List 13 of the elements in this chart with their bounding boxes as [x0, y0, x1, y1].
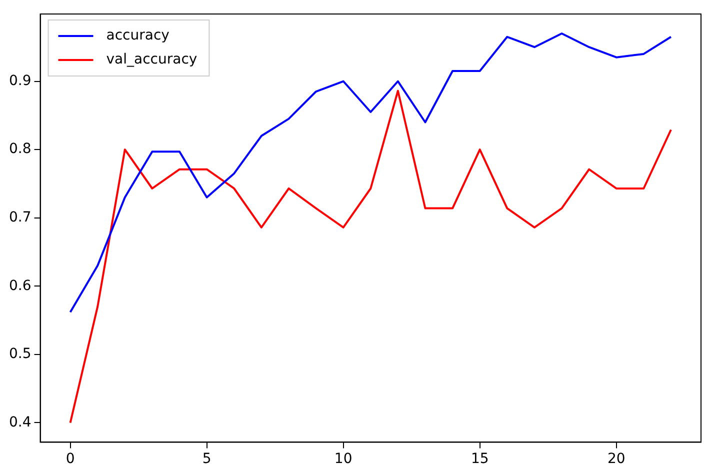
- x-tick-label: 0: [66, 451, 75, 468]
- x-tick-label: 15: [470, 451, 489, 468]
- y-tick-label: 0.9: [9, 72, 32, 89]
- y-tick-label: 0.8: [9, 141, 32, 158]
- legend-label: accuracy: [106, 28, 170, 44]
- x-tick-label: 20: [607, 451, 626, 468]
- y-tick-label: 0.4: [9, 414, 32, 430]
- y-tick-label: 0.6: [9, 278, 32, 294]
- y-tick-label: 0.7: [9, 209, 32, 226]
- y-tick-label: 0.5: [9, 346, 32, 362]
- x-tick-label: 10: [334, 451, 352, 468]
- legend-label: val_accuracy: [106, 52, 198, 68]
- x-tick-label: 5: [202, 451, 212, 468]
